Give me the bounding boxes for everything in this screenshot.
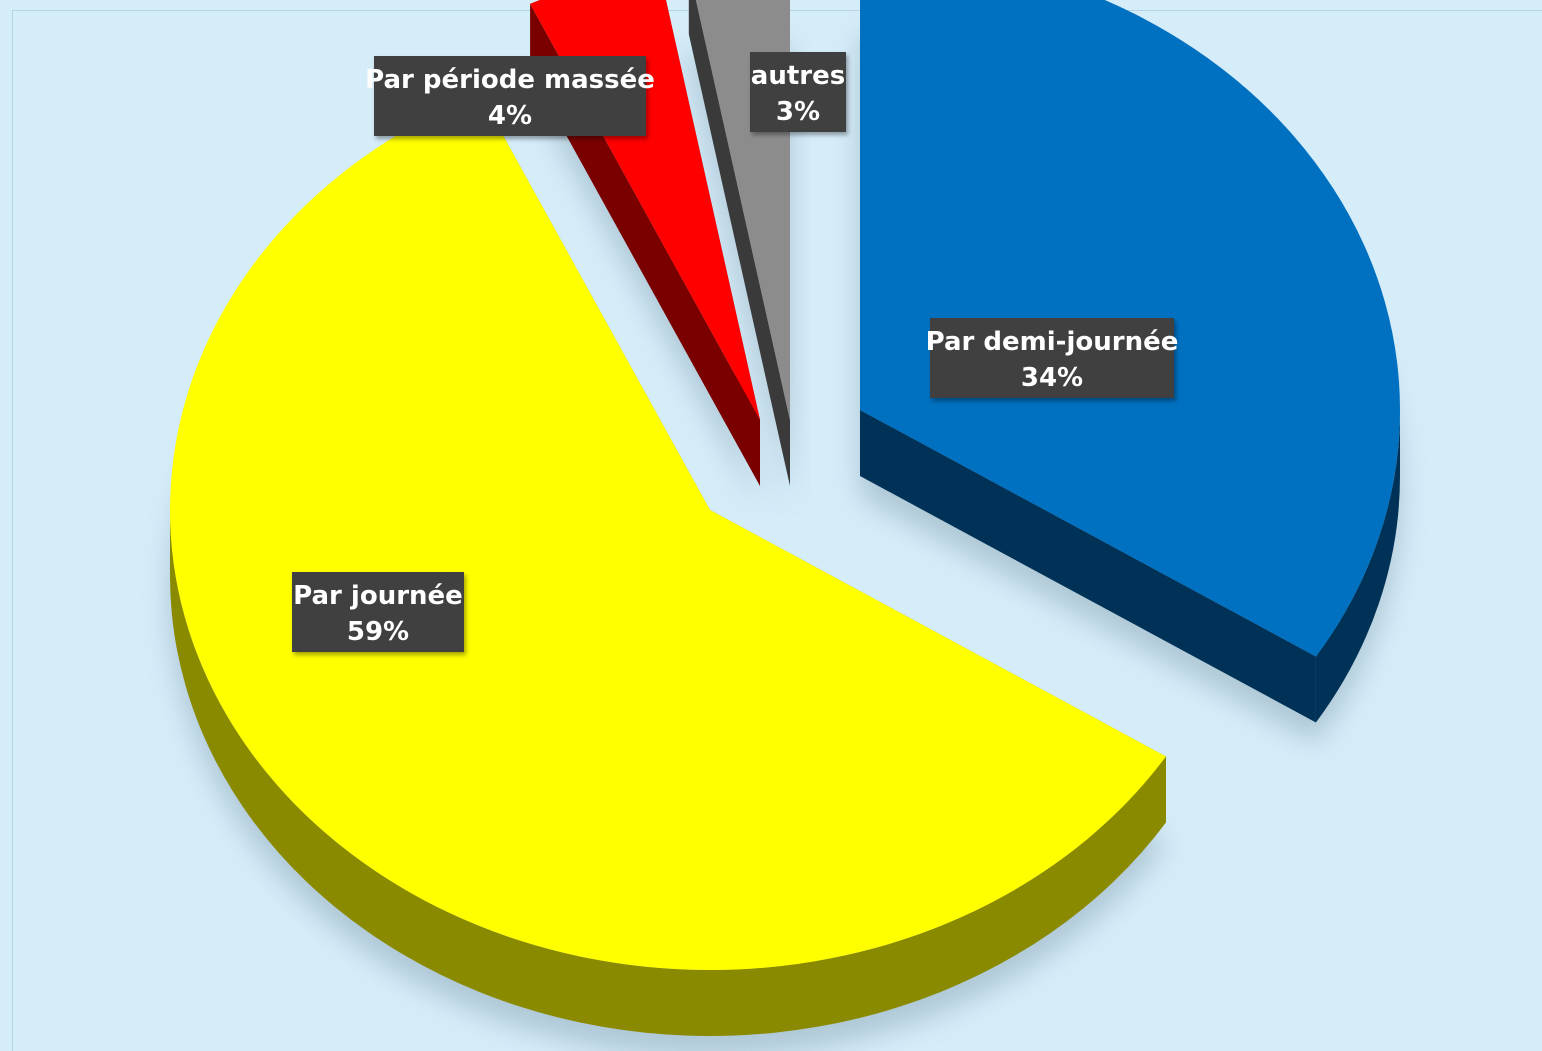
data-label-autres: autres 3% (750, 52, 846, 132)
slice-side-par-journee (170, 510, 1166, 1036)
slice-edge-autres-0 (688, 0, 790, 486)
data-labels: Par demi-journée 34% Par journée 59% Par pér… (292, 52, 1178, 652)
data-label-percent: 3% (776, 97, 820, 127)
data-label-box (374, 56, 646, 136)
data-label-par-journee: Par journée 59% (292, 572, 464, 652)
data-label-category: Par journée (293, 581, 463, 611)
data-label-category: Par demi-journée (926, 327, 1179, 357)
slice-top-par-journee (169, 93, 1166, 971)
data-label-box (292, 572, 464, 652)
slice-par-journee (169, 93, 1166, 1036)
data-label-percent: 4% (488, 101, 532, 131)
data-label-box (750, 52, 846, 132)
pie-slices (169, 0, 1400, 1036)
data-label-category: autres (751, 61, 845, 91)
slice-side-par-demi-journee (1315, 410, 1400, 723)
slice-edge-par-demi-journee-1 (860, 410, 1316, 723)
data-label-box (930, 318, 1174, 398)
data-label-par-demi-journee: Par demi-journée 34% (926, 318, 1179, 398)
data-label-par-periode-massee: Par période massée 4% (365, 56, 655, 136)
data-label-percent: 34% (1021, 363, 1083, 393)
data-label-percent: 59% (347, 617, 409, 647)
data-label-category: Par période massée (365, 65, 655, 95)
